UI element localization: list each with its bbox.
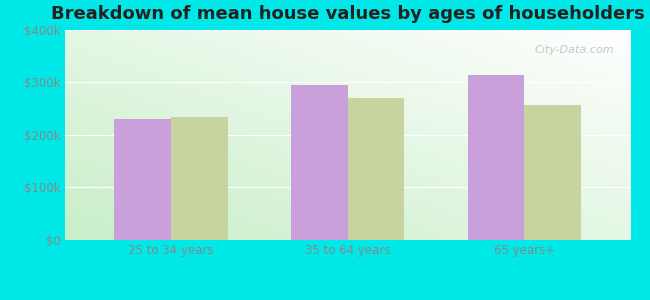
- Bar: [525, 104, 581, 240]
- Text: City-Data.com: City-Data.com: [534, 45, 614, 55]
- Bar: [114, 119, 171, 240]
- Bar: [348, 98, 404, 240]
- Bar: [468, 75, 525, 240]
- Bar: [291, 85, 348, 240]
- Bar: [171, 117, 228, 240]
- Legend: Grand Blanc, Michigan: Grand Blanc, Michigan: [249, 299, 447, 300]
- Title: Breakdown of mean house values by ages of householders: Breakdown of mean house values by ages o…: [51, 5, 645, 23]
